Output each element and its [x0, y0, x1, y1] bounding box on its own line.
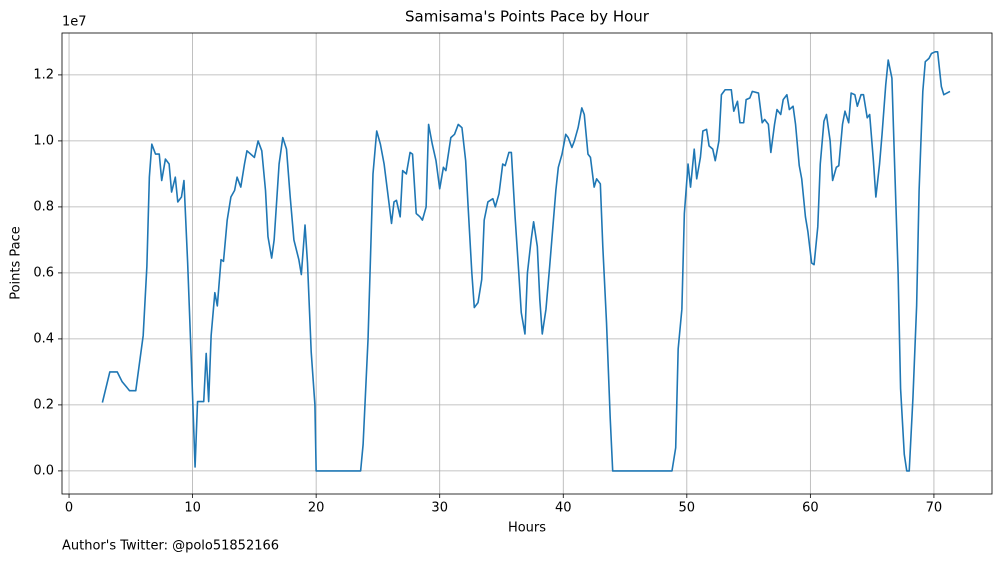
data-line	[101, 51, 951, 472]
chart-title: Samisama's Points Pace by Hour	[405, 8, 650, 26]
x-tick-label: 40	[555, 501, 572, 516]
y-offset-label: 1e7	[62, 15, 87, 30]
x-tick-label: 10	[184, 501, 201, 516]
footnote: Author's Twitter: @polo51852166	[62, 539, 279, 554]
x-tick-label: 20	[308, 501, 325, 516]
x-tick-label: 50	[679, 501, 696, 516]
plot-frame	[61, 32, 993, 495]
x-tick-label: 30	[431, 501, 448, 516]
y-tick-label: 0.4	[33, 331, 54, 346]
y-tick-label: 0.2	[33, 397, 54, 412]
y-tick-label: 0.8	[33, 199, 54, 214]
x-axis-label: Hours	[508, 521, 546, 536]
x-tick-label: 60	[802, 501, 819, 516]
y-axis-label: Points Pace	[9, 226, 24, 300]
y-tick-label: 0.6	[33, 265, 54, 280]
y-tick-label: 0.0	[33, 463, 54, 478]
x-tick-label: 0	[65, 501, 73, 516]
y-tick-label: 1.2	[33, 67, 54, 82]
x-tick-label: 70	[926, 501, 943, 516]
y-tick-label: 1.0	[33, 133, 54, 148]
